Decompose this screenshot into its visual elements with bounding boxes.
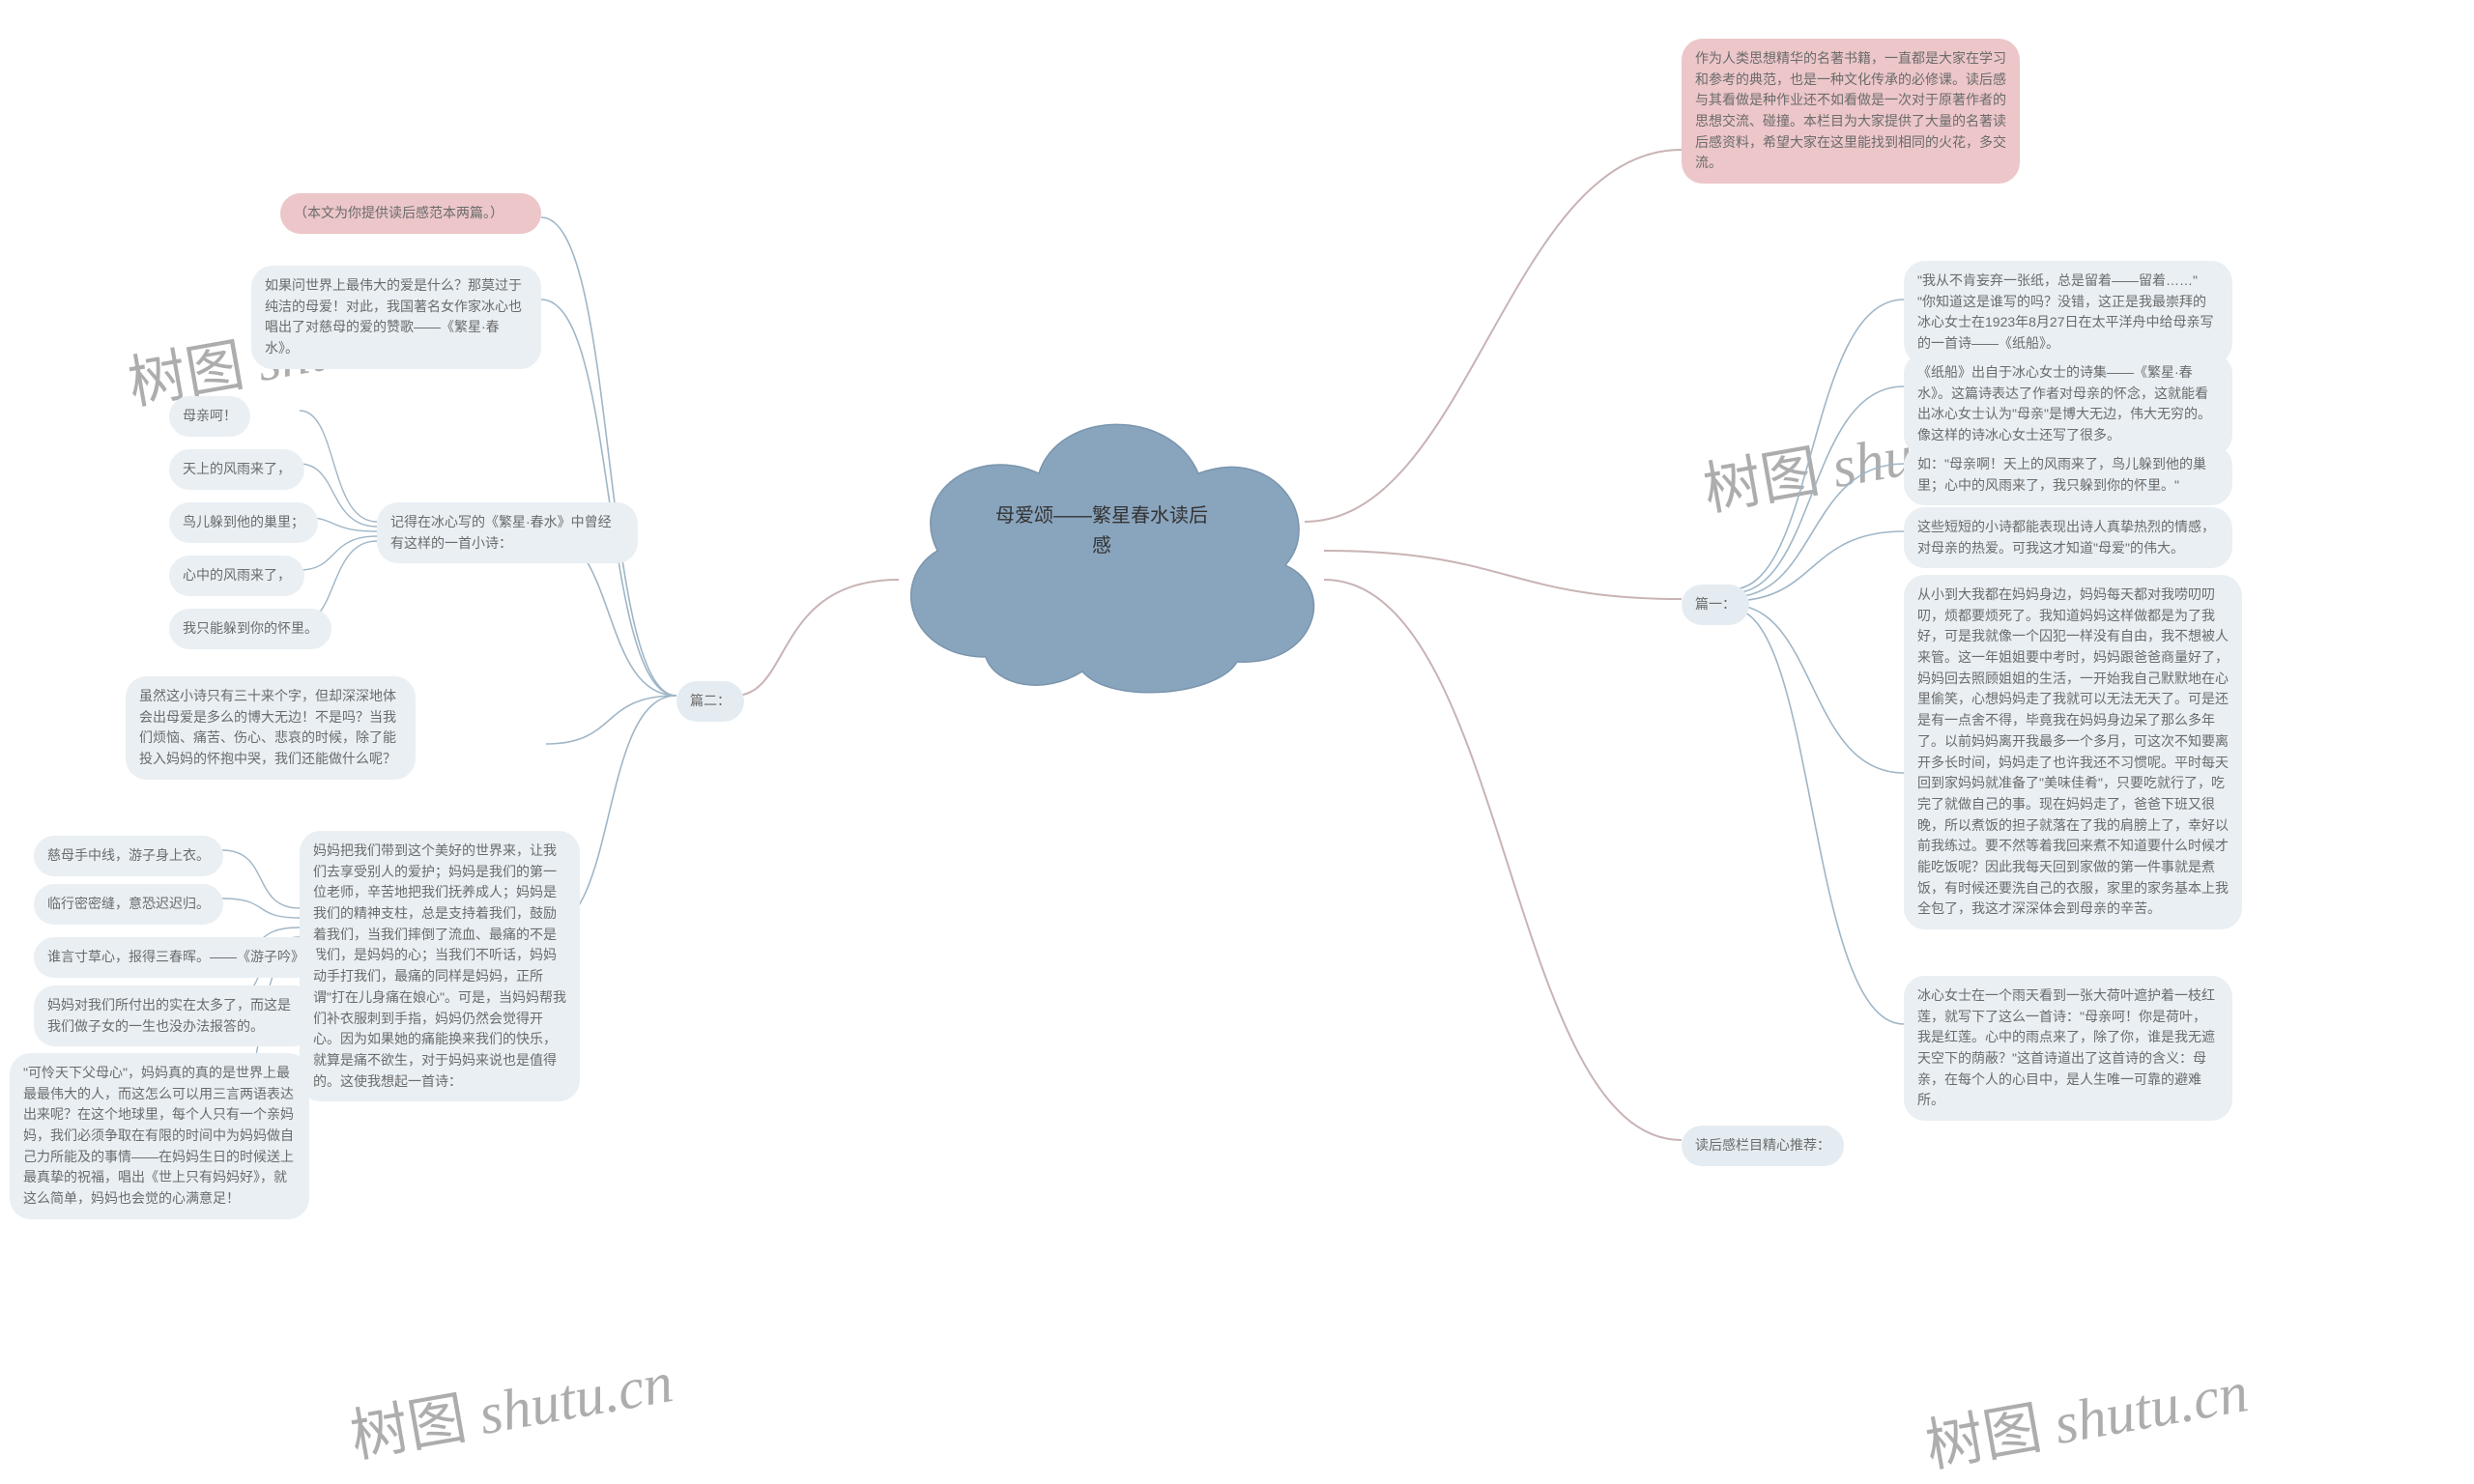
note-node: （本文为你提供读后感范本两篇。） [280, 193, 541, 234]
l-a: 如果问世界上最伟大的爱是什么？那莫过于纯洁的母爱！对此，我国著名女作家冰心也唱出… [251, 266, 541, 369]
s1-f: 冰心女士在一个雨天看到一张大荷叶遮护着一枝红莲，就写下了这么一首诗："母亲呵！你… [1904, 976, 2232, 1121]
l-e: "可怜天下父母心"，妈妈真的真的是世界上最最最伟大的人，而这怎么可以用三言两语表… [10, 1053, 309, 1219]
section1-label: 篇一： [1682, 585, 1749, 625]
l-c: 妈妈把我们带到这个美好的世界来，让我们去享受别人的爱护；妈妈是我们的第一位老师，… [300, 831, 580, 1101]
l-d: 妈妈对我们所付出的实在太多了，而这是我们做子女的一生也没办法报答的。 [34, 985, 314, 1046]
l-b: 虽然这小诗只有三十来个字，但却深深地体会出母爱是多么的博大无边！不是吗？当我们烦… [126, 676, 416, 780]
watermark: 树图 shutu.cn [343, 1334, 678, 1473]
poem-line-3: 鸟儿躲到他的巢里； [169, 502, 318, 543]
poem-intro: 记得在冰心写的《繁星·春水》中曾经有这样的一首小诗： [377, 502, 638, 563]
quote-line-1: 慈母手中线，游子身上衣。 [34, 836, 223, 876]
s1-a: "我从不肯妄弃一张纸，总是留着——留着……" "你知道这是谁写的吗？没错，这正是… [1904, 261, 2232, 364]
poem-line-1: 母亲呵！ [169, 396, 250, 437]
quote-line-3: 谁言寸草心，报得三春晖。——《游子吟》 [34, 937, 318, 978]
poem-line-2: 天上的风雨来了， [169, 449, 304, 490]
watermark: 树图 shutu.cn [1918, 1344, 2254, 1483]
s1-e: 从小到大我都在妈妈身边，妈妈每天都对我唠叨叨叨，烦都要烦死了。我知道妈妈这样做都… [1904, 575, 2242, 929]
central-title-text: 母爱颂——繁星春水读后感 [990, 501, 1214, 561]
poem-line-4: 心中的风雨来了， [169, 556, 304, 596]
s1-b: 《纸船》出自于冰心女士的诗集——《繁星·春水》。这篇诗表达了作者对母亲的怀念，这… [1904, 353, 2232, 456]
poem-line-5: 我只能躲到你的怀里。 [169, 609, 331, 649]
s1-d: 这些短短的小诗都能表现出诗人真挚热烈的情感，对母亲的热爱。可我这才知道"母爱"的… [1904, 507, 2232, 568]
quote-line-2: 临行密密缝，意恐迟迟归。 [34, 884, 223, 925]
central-title: 母爱颂——繁星春水读后感 [976, 493, 1227, 570]
intro-node: 作为人类思想精华的名著书籍，一直都是大家在学习和参考的典范，也是一种文化传承的必… [1682, 39, 2020, 184]
section2-label: 篇二： [676, 681, 744, 722]
s1-c: 如："母亲啊！天上的风雨来了，鸟儿躲到他的巢里；心中的风雨来了，我只躲到你的怀里… [1904, 444, 2232, 505]
recommend-label: 读后感栏目精心推荐： [1682, 1126, 1844, 1166]
